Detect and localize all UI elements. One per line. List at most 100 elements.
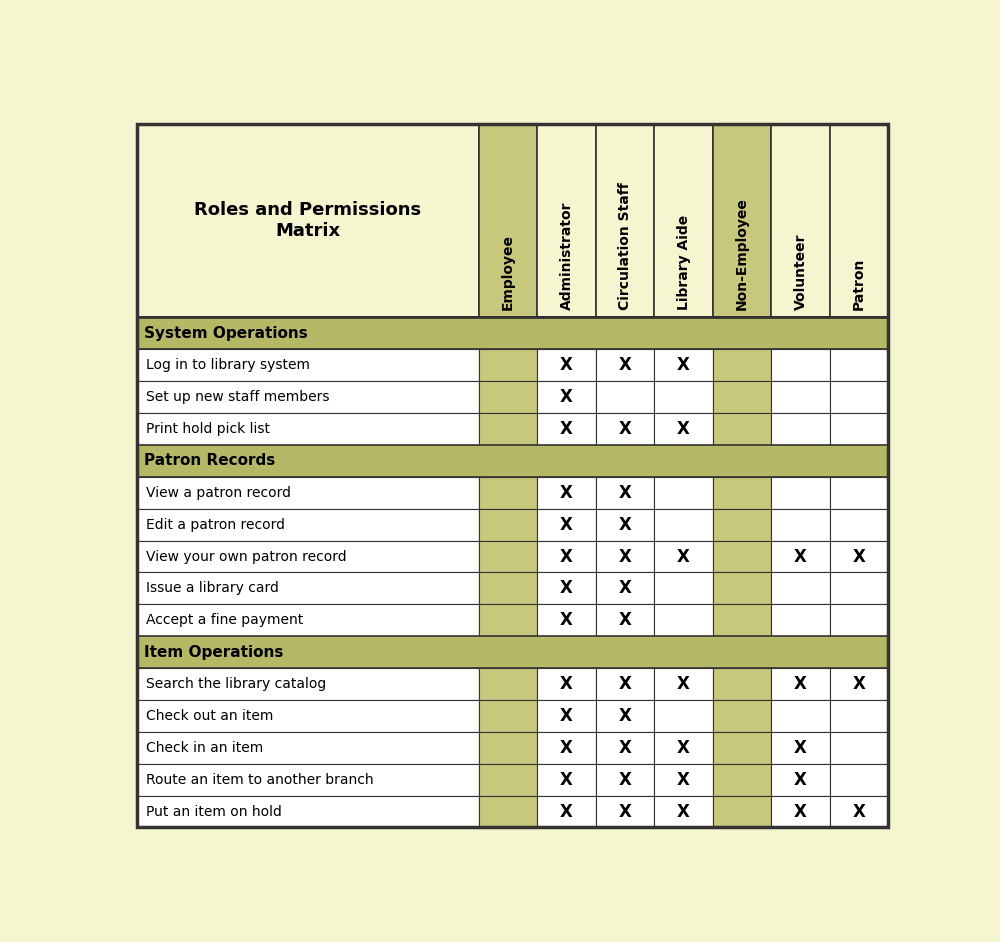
Bar [596, 764, 654, 796]
Text: X: X [560, 579, 573, 597]
Text: X: X [619, 771, 631, 788]
Bar [537, 509, 596, 541]
Text: X: X [794, 547, 807, 565]
Bar [596, 382, 654, 413]
Bar [537, 668, 596, 700]
Text: X: X [560, 388, 573, 406]
Bar [537, 124, 596, 317]
Bar [713, 668, 771, 700]
Bar [479, 509, 537, 541]
Text: Patron Records: Patron Records [144, 453, 276, 468]
Bar [830, 605, 888, 636]
Bar [137, 477, 479, 509]
Bar [713, 509, 771, 541]
Bar [479, 764, 537, 796]
Bar [830, 349, 888, 382]
Bar [596, 349, 654, 382]
Bar [537, 477, 596, 509]
Bar [654, 413, 713, 445]
Bar [537, 700, 596, 732]
Bar [479, 605, 537, 636]
Text: Issue a library card: Issue a library card [146, 581, 279, 595]
Text: Edit a patron record: Edit a patron record [146, 518, 285, 531]
Text: Accept a fine payment: Accept a fine payment [146, 613, 303, 627]
Bar [596, 732, 654, 764]
Text: X: X [619, 515, 631, 533]
Bar [137, 413, 479, 445]
Bar [137, 124, 479, 317]
Bar [771, 382, 830, 413]
Bar [479, 541, 537, 573]
Bar [771, 732, 830, 764]
Bar [713, 349, 771, 382]
Bar [479, 413, 537, 445]
Text: X: X [560, 547, 573, 565]
Bar [654, 541, 713, 573]
Bar [713, 605, 771, 636]
Text: X: X [794, 803, 807, 820]
Text: X: X [853, 547, 866, 565]
Bar [713, 796, 771, 827]
Text: X: X [619, 579, 631, 597]
Bar [713, 124, 771, 317]
Bar [713, 413, 771, 445]
Text: View a patron record: View a patron record [146, 486, 291, 500]
Text: X: X [560, 706, 573, 725]
Text: Non-Employee: Non-Employee [735, 197, 749, 310]
Bar [771, 413, 830, 445]
Text: X: X [560, 515, 573, 533]
Text: X: X [560, 675, 573, 693]
Text: X: X [560, 771, 573, 788]
Bar [713, 700, 771, 732]
Bar [713, 382, 771, 413]
Text: X: X [677, 547, 690, 565]
Bar [596, 573, 654, 605]
Bar [137, 573, 479, 605]
Text: Check out an item: Check out an item [146, 709, 273, 723]
Text: X: X [794, 771, 807, 788]
Bar [137, 636, 888, 668]
Bar [830, 509, 888, 541]
Bar [771, 764, 830, 796]
Bar [654, 573, 713, 605]
Bar [771, 668, 830, 700]
Text: Put an item on hold: Put an item on hold [146, 804, 282, 819]
Bar [537, 764, 596, 796]
Bar [654, 509, 713, 541]
Bar [137, 796, 479, 827]
Text: System Operations: System Operations [144, 326, 308, 341]
Text: X: X [677, 420, 690, 438]
Text: Employee: Employee [501, 234, 515, 310]
Bar [137, 382, 479, 413]
Text: X: X [619, 611, 631, 629]
Text: View your own patron record: View your own patron record [146, 549, 347, 563]
Bar [771, 605, 830, 636]
Bar [537, 541, 596, 573]
Bar [137, 605, 479, 636]
Bar [654, 382, 713, 413]
Bar [713, 573, 771, 605]
Text: Set up new staff members: Set up new staff members [146, 390, 329, 404]
Bar [771, 349, 830, 382]
Bar [537, 382, 596, 413]
Text: X: X [794, 675, 807, 693]
Text: Search the library catalog: Search the library catalog [146, 677, 326, 691]
Bar [537, 732, 596, 764]
Text: Volunteer: Volunteer [794, 234, 808, 310]
Bar [537, 605, 596, 636]
Bar [654, 764, 713, 796]
Bar [771, 700, 830, 732]
Bar [771, 796, 830, 827]
Bar [137, 349, 479, 382]
Text: X: X [677, 771, 690, 788]
Bar [830, 796, 888, 827]
Bar [137, 732, 479, 764]
Bar [830, 732, 888, 764]
Text: Print hold pick list: Print hold pick list [146, 422, 270, 436]
Bar [596, 605, 654, 636]
Text: X: X [560, 356, 573, 374]
Bar [713, 764, 771, 796]
Bar [537, 573, 596, 605]
Text: Patron: Patron [852, 257, 866, 310]
Text: Circulation Staff: Circulation Staff [618, 182, 632, 310]
